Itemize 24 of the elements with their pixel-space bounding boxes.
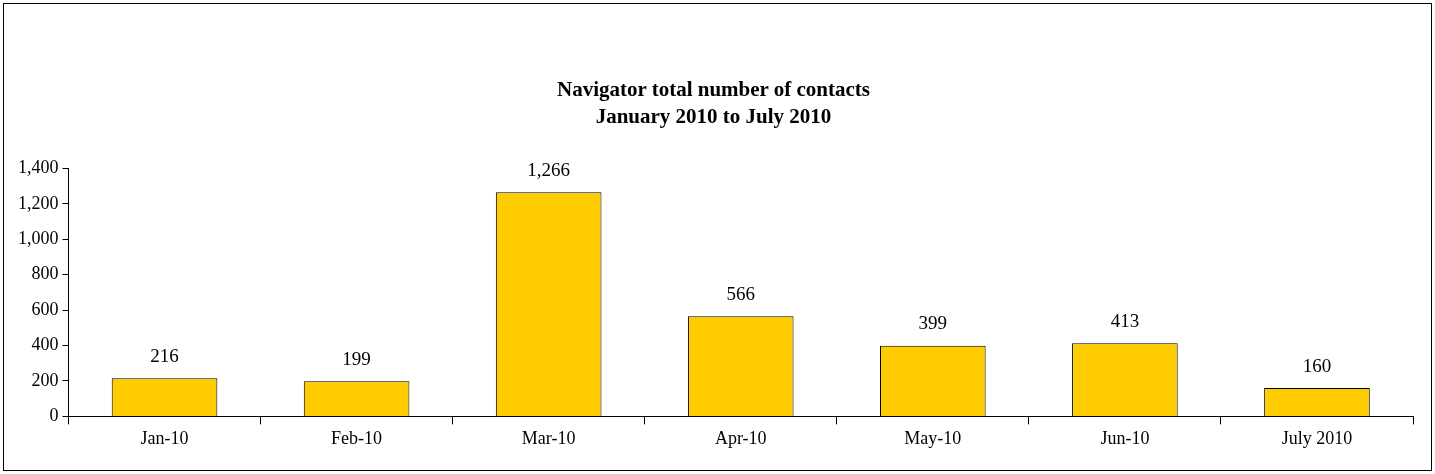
x-tick-label: Jan-10 [140,427,189,448]
chart-subtitle: January 2010 to July 2010 [595,104,832,129]
x-tick-label: Jun-10 [1100,427,1150,448]
x-tick-label: May-10 [904,427,962,448]
x-tick-label: Feb-10 [331,427,383,448]
y-tick-label: 800 [31,263,59,284]
data-label: 160 [1302,354,1332,376]
y-tick-label: 1,200 [18,192,59,213]
data-label: 566 [726,282,755,304]
data-label: 413 [1110,309,1140,331]
x-tick-label: Apr-10 [714,427,767,448]
data-label: 399 [918,312,948,334]
data-label: 1,266 [527,158,571,180]
y-tick-label: 600 [31,298,59,319]
y-tick-label: 0 [49,405,59,426]
y-tick-label: 200 [31,369,59,390]
x-tick-label: July 2010 [1281,427,1353,448]
y-tick-label: 1,400 [18,157,59,178]
x-tick-label: Mar-10 [521,427,576,448]
data-label: 216 [150,344,179,366]
chart-title: Navigator total number of contacts [556,77,871,102]
data-label: 199 [342,347,371,369]
y-tick-label: 400 [31,334,59,355]
y-tick-label: 1,000 [18,227,59,248]
